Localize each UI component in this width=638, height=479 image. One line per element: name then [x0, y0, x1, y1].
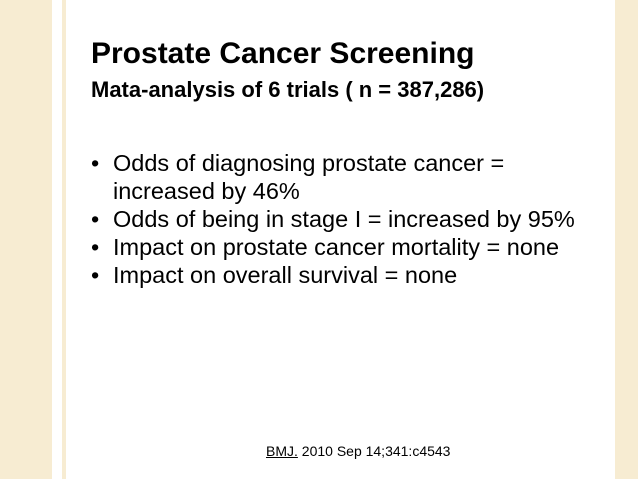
bullet-item-mortality-impact: Impact on prostate cancer mortality = no…: [91, 233, 611, 261]
slide-header: Prostate Cancer Screening Mata-analysis …: [91, 36, 611, 104]
bullet-item-stage-one-odds: Odds of being in stage I = increased by …: [91, 205, 611, 233]
slide-subtitle: Mata-analysis of 6 trials ( n = 387,286): [91, 77, 485, 102]
left-decorative-rule: [62, 0, 66, 479]
right-decorative-bar: [615, 0, 638, 479]
slide-title: Prostate Cancer Screening: [91, 37, 475, 70]
citation-journal-link[interactable]: BMJ.: [266, 443, 298, 459]
left-decorative-bar: [0, 0, 52, 479]
citation: BMJ. 2010 Sep 14;341:c4543: [266, 443, 450, 459]
bullet-list: Odds of diagnosing prostate cancer = inc…: [91, 149, 611, 289]
citation-details: 2010 Sep 14;341:c4543: [297, 443, 451, 459]
bullet-item-survival-impact: Impact on overall survival = none: [91, 261, 611, 289]
bullet-item-diagnosis-odds: Odds of diagnosing prostate cancer = inc…: [91, 149, 611, 205]
